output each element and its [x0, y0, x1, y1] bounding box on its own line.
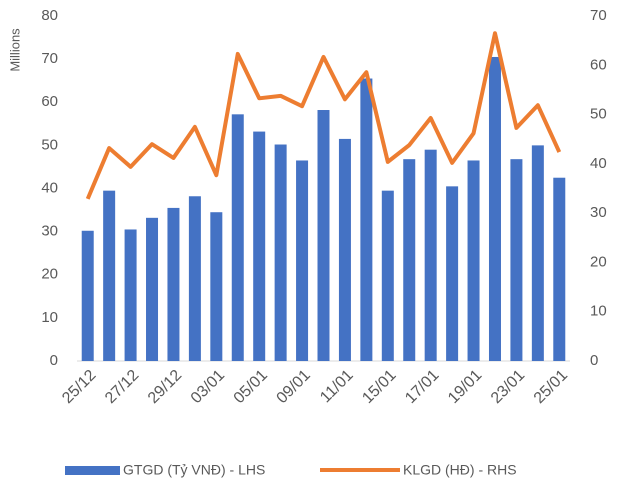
bar: [231, 114, 244, 361]
y2-tick-label: 50: [590, 106, 607, 123]
legend-label: KLGD (HĐ) - RHS: [403, 462, 517, 478]
y-tick-label: 20: [41, 266, 58, 283]
bar: [403, 159, 416, 361]
bar: [381, 190, 394, 361]
x-tick-label: 25/01: [531, 367, 571, 407]
y-axis-unit: Millions: [7, 28, 22, 72]
bar: [488, 56, 501, 361]
bar: [167, 207, 180, 361]
bar: [210, 212, 223, 361]
x-tick-label: 29/12: [145, 367, 185, 407]
y-tick-label: 10: [41, 309, 58, 326]
bar: [103, 190, 116, 361]
x-tick-label: 23/01: [488, 367, 528, 407]
y2-tick-label: 20: [590, 253, 607, 270]
bar: [531, 145, 544, 361]
x-tick-label: 25/12: [59, 367, 99, 407]
bar: [124, 229, 137, 361]
y-tick-label: 80: [41, 7, 58, 24]
bar: [424, 149, 437, 361]
legend-swatch: [65, 466, 120, 475]
y-tick-label: 60: [41, 93, 58, 110]
y-tick-label: 0: [50, 352, 58, 369]
x-tick-label: 15/01: [359, 367, 399, 407]
y-tick-label: 40: [41, 179, 58, 196]
x-tick-label: 09/01: [274, 367, 314, 407]
bar: [553, 177, 566, 361]
y-tick-label: 30: [41, 223, 58, 240]
bar: [317, 110, 330, 361]
bar: [188, 196, 201, 361]
bar: [146, 217, 159, 361]
bar: [338, 138, 351, 361]
y2-tick-label: 60: [590, 56, 607, 73]
x-tick-label: 05/01: [231, 367, 271, 407]
legend-label: GTGD (Tỷ VNĐ) - LHS: [123, 462, 265, 478]
x-tick-label: 17/01: [402, 367, 442, 407]
bar: [510, 159, 523, 361]
y2-tick-label: 70: [590, 7, 607, 24]
bar: [446, 186, 459, 361]
x-tick-label: 11/01: [317, 367, 357, 407]
y-tick-label: 70: [41, 50, 58, 67]
bar: [296, 160, 309, 361]
bar: [360, 78, 373, 361]
y-tick-label: 50: [41, 136, 58, 153]
y2-tick-label: 30: [590, 204, 607, 221]
x-tick-label: 03/01: [188, 367, 228, 407]
x-tick-label: 19/01: [445, 367, 485, 407]
y2-tick-label: 0: [590, 352, 598, 369]
bar: [81, 230, 94, 361]
y2-tick-label: 40: [590, 155, 607, 172]
bar: [253, 131, 266, 361]
bar: [467, 160, 480, 361]
x-tick-label: 27/12: [102, 367, 142, 407]
line: [85, 31, 562, 200]
y2-tick-label: 10: [590, 303, 607, 320]
bar: [274, 144, 287, 361]
